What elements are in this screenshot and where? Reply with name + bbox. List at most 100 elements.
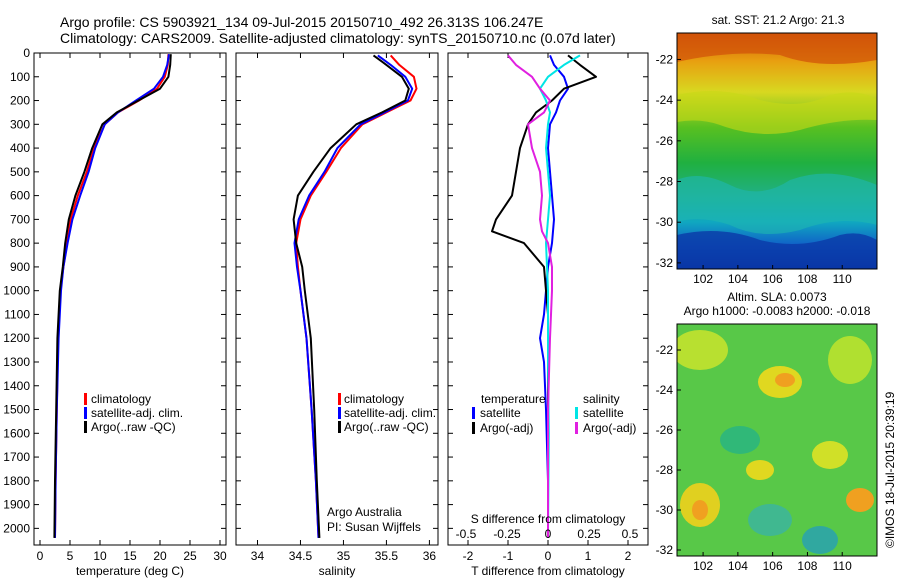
figure-title-line1: Argo profile: CS 5903921_134 09-Jul-2015… (60, 14, 543, 30)
legend-swatch-climatology (338, 393, 341, 405)
sla-blob (846, 488, 874, 512)
y-tick-label: 700 (10, 212, 30, 226)
legend-swatch-t-satellite (472, 407, 475, 419)
s-difference-ticks: -0.5 -0.25 0 0.25 0.5 (456, 527, 639, 541)
map-x-tick-label: 108 (797, 559, 817, 573)
x-tick-label: 30 (213, 549, 227, 563)
legend-swatch-satellite (84, 407, 87, 419)
s-tick-label: 0.25 (577, 527, 601, 541)
difference-panel: -2 -1 0 1 2 T difference from climatology S … (447, 52, 649, 578)
temperature-ticks: 0 5 10 15 20 25 300100200300400500600700800900… (3, 46, 227, 563)
y-tick-label: 500 (10, 165, 30, 179)
legend-label-s-argo: Argo(-adj) (583, 421, 636, 435)
legend-title-temperature: temperature (481, 392, 546, 406)
figure-title-line2: Climatology: CARS2009. Satellite-adjuste… (60, 30, 616, 46)
sst-map: sat. SST: 21.2 Argo: 21.3 102 104 106 108 11… (656, 13, 878, 286)
series-line-climatology (54, 54, 170, 538)
x-tick-label: 1 (585, 549, 592, 563)
map-y-tick-label: -22 (656, 343, 674, 357)
legend-swatch-argo (84, 421, 87, 433)
x-tick-label: 35.5 (375, 549, 399, 563)
map-y-tick-label: -30 (656, 215, 674, 229)
sla-blob (802, 526, 838, 554)
series-line-argo-raw-qc (292, 54, 410, 538)
salinity-ticks: 34 34.5 35 35.5 36 (236, 52, 438, 563)
sla-blob (828, 336, 872, 384)
temperature-lines (53, 54, 172, 538)
sst-map-frame (676, 32, 878, 270)
map-x-tick-label: 104 (728, 272, 748, 286)
map-x-tick-label: 108 (797, 272, 817, 286)
s-tick-label: 0 (545, 527, 552, 541)
salinity-panel: 34 34.5 35 35.5 36 salinity climatology sate… (235, 52, 439, 578)
map-x-tick-label: 106 (763, 559, 783, 573)
legend-swatch-s-argo (575, 422, 578, 434)
y-tick-label: 1300 (3, 355, 30, 369)
x-tick-label: 2 (625, 549, 632, 563)
x-tick-label: 25 (183, 549, 197, 563)
timestamp-text: ©IMOS 18-Jul-2015 20:39:19 (883, 391, 897, 548)
legend-swatch-s-satellite (575, 407, 578, 419)
map-y-tick-label: -30 (656, 503, 674, 517)
sst-map-yellow-band (677, 91, 877, 134)
series-line-satellite (539, 55, 569, 538)
y-tick-label: 1200 (3, 331, 30, 345)
x-tick-label: 0 (37, 549, 44, 563)
sst-map-ticks: 102 104 106 108 110 -22 -24 -26 -28 -30 -32 (656, 52, 852, 286)
y-tick-label: 1000 (3, 284, 30, 298)
x-tick-label: 35 (337, 549, 351, 563)
series-line-argo-adj (491, 54, 597, 538)
salinity-legend: climatology satellite-adj. clim. Argo(..… (338, 392, 436, 434)
sla-blob (748, 504, 792, 536)
sst-map-cyan-shape (677, 173, 877, 234)
map-y-tick-label: -32 (656, 543, 674, 557)
x-tick-label: 10 (93, 549, 107, 563)
salinity-xlabel: salinity (319, 564, 356, 578)
y-tick-label: 100 (10, 70, 30, 84)
series-line-argo-adj (507, 54, 553, 538)
legend-title-salinity: salinity (583, 392, 620, 406)
sst-map-warm-shape (677, 33, 877, 64)
difference-lines (491, 54, 597, 538)
s-tick-label: -0.5 (456, 527, 477, 541)
map-y-tick-label: -32 (656, 256, 674, 270)
y-tick-label: 1600 (3, 426, 30, 440)
x-tick-label: 34.5 (289, 549, 313, 563)
series-line-satellite (539, 54, 581, 538)
legend-swatch-climatology (84, 393, 87, 405)
map-x-tick-label: 102 (693, 272, 713, 286)
y-tick-label: 900 (10, 260, 30, 274)
map-y-tick-label: -22 (656, 52, 674, 66)
legend-label-climatology: climatology (91, 392, 151, 406)
map-y-tick-label: -26 (656, 423, 674, 437)
sla-map-ticks: 102 104 106 108 110 -22 -24 -26 -28 -30 -32 (656, 343, 852, 573)
x-tick-label: -2 (463, 549, 474, 563)
salinity-panel-frame (235, 52, 439, 546)
legend-swatch-satellite (338, 407, 341, 419)
difference-legend: temperature salinity satellite Argo(-adj… (472, 392, 636, 435)
y-tick-label: 300 (10, 117, 30, 131)
legend-label-satellite: satellite-adj. clim. (344, 406, 436, 420)
map-y-tick-label: -28 (656, 175, 674, 189)
series-line-argo-raw-qc (53, 54, 172, 538)
difference-ticks: -2 -1 0 1 2 (448, 52, 648, 563)
s-difference-xlabel: S difference from climatology (471, 512, 626, 526)
s-tick-label: 0.5 (622, 527, 639, 541)
legend-label-satellite: satellite-adj. clim. (91, 406, 183, 420)
sla-map-title-line1: Altim. SLA: 0.0073 (727, 290, 827, 304)
map-y-tick-label: -28 (656, 463, 674, 477)
y-tick-label: 1500 (3, 403, 30, 417)
legend-label-t-argo: Argo(-adj) (480, 421, 533, 435)
map-y-tick-label: -24 (656, 383, 674, 397)
sla-blob (720, 426, 760, 454)
y-tick-label: 2000 (3, 521, 30, 535)
y-tick-label: 1400 (3, 379, 30, 393)
sla-blob (746, 460, 774, 480)
legend-label-t-satellite: satellite (480, 406, 521, 420)
s-tick-label: -0.25 (493, 527, 521, 541)
x-tick-label: -1 (503, 549, 514, 563)
sla-blob (677, 330, 728, 370)
map-y-tick-label: -26 (656, 134, 674, 148)
map-x-tick-label: 106 (763, 272, 783, 286)
